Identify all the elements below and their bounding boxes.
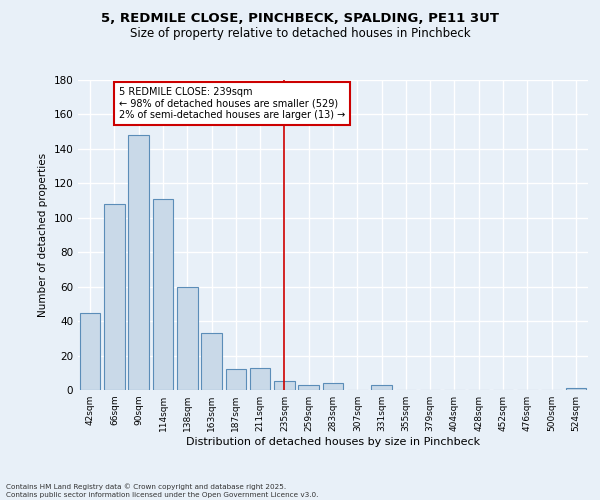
Bar — [226, 370, 246, 390]
Text: 5 REDMILE CLOSE: 239sqm
← 98% of detached houses are smaller (529)
2% of semi-de: 5 REDMILE CLOSE: 239sqm ← 98% of detache… — [119, 87, 346, 120]
Bar — [152, 199, 173, 390]
Bar — [250, 368, 271, 390]
Bar — [274, 382, 295, 390]
Text: Contains HM Land Registry data © Crown copyright and database right 2025.
Contai: Contains HM Land Registry data © Crown c… — [6, 484, 319, 498]
X-axis label: Distribution of detached houses by size in Pinchbeck: Distribution of detached houses by size … — [186, 437, 480, 447]
Text: 5, REDMILE CLOSE, PINCHBECK, SPALDING, PE11 3UT: 5, REDMILE CLOSE, PINCHBECK, SPALDING, P… — [101, 12, 499, 26]
Bar — [128, 135, 149, 390]
Bar — [177, 286, 197, 390]
Bar — [371, 385, 392, 390]
Bar — [104, 204, 125, 390]
Bar — [323, 383, 343, 390]
Bar — [298, 385, 319, 390]
Bar — [201, 333, 222, 390]
Y-axis label: Number of detached properties: Number of detached properties — [38, 153, 48, 317]
Bar — [566, 388, 586, 390]
Bar — [80, 312, 100, 390]
Text: Size of property relative to detached houses in Pinchbeck: Size of property relative to detached ho… — [130, 28, 470, 40]
